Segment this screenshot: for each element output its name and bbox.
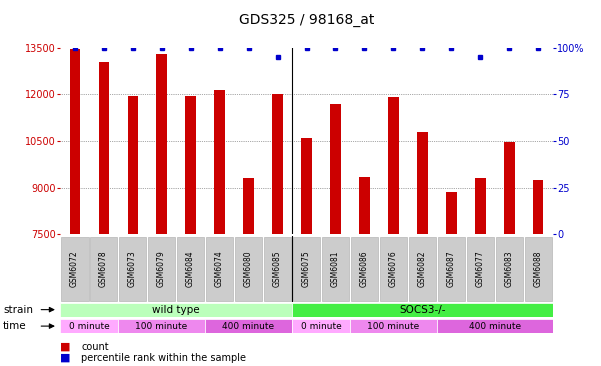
Text: count: count (81, 342, 109, 352)
Bar (118, 319, 205, 333)
FancyBboxPatch shape (264, 237, 291, 301)
Bar (156, 54, 166, 234)
Bar (60, 303, 292, 317)
Bar (533, 180, 543, 234)
Bar (302, 138, 311, 234)
FancyBboxPatch shape (438, 237, 465, 301)
Text: SOCS3-/-: SOCS3-/- (399, 305, 446, 315)
Bar (292, 303, 553, 317)
Text: ■: ■ (60, 342, 70, 352)
Bar (437, 319, 553, 333)
Text: GSM6085: GSM6085 (273, 251, 282, 287)
Bar (475, 178, 486, 234)
Text: GSM6083: GSM6083 (505, 251, 514, 287)
Text: GSM6087: GSM6087 (447, 251, 456, 287)
Text: GSM6075: GSM6075 (302, 251, 311, 287)
Text: 400 minute: 400 minute (469, 322, 521, 330)
FancyBboxPatch shape (322, 237, 349, 301)
FancyBboxPatch shape (495, 237, 523, 301)
Text: GSM6078: GSM6078 (99, 251, 108, 287)
FancyBboxPatch shape (525, 237, 552, 301)
Text: GSM6077: GSM6077 (476, 251, 485, 287)
Text: GSM6086: GSM6086 (360, 251, 369, 287)
FancyBboxPatch shape (118, 237, 147, 301)
FancyBboxPatch shape (177, 237, 204, 301)
Text: time: time (3, 321, 26, 331)
Text: ■: ■ (60, 353, 70, 363)
Bar (447, 192, 457, 234)
FancyBboxPatch shape (466, 237, 495, 301)
Bar (70, 49, 80, 234)
Bar (272, 94, 282, 234)
Bar (60, 319, 118, 333)
Text: 0 minute: 0 minute (69, 322, 109, 330)
Text: GSM6074: GSM6074 (215, 251, 224, 287)
Bar (388, 97, 398, 234)
Text: GSM6073: GSM6073 (128, 251, 137, 287)
Text: GSM6088: GSM6088 (534, 251, 543, 287)
Text: GSM6076: GSM6076 (389, 251, 398, 287)
FancyBboxPatch shape (90, 237, 118, 301)
FancyBboxPatch shape (380, 237, 407, 301)
Bar (350, 319, 437, 333)
Text: strain: strain (3, 305, 33, 315)
FancyBboxPatch shape (206, 237, 233, 301)
Text: GSM6079: GSM6079 (157, 251, 166, 287)
Bar (99, 61, 109, 234)
Bar (417, 132, 427, 234)
Text: GSM6081: GSM6081 (331, 251, 340, 287)
Text: GDS325 / 98168_at: GDS325 / 98168_at (239, 13, 374, 27)
Bar (243, 178, 254, 234)
FancyBboxPatch shape (61, 237, 88, 301)
Text: GSM6082: GSM6082 (418, 251, 427, 287)
Text: GSM6084: GSM6084 (186, 251, 195, 287)
Text: GSM6080: GSM6080 (244, 251, 253, 287)
Text: 400 minute: 400 minute (222, 322, 275, 330)
Text: percentile rank within the sample: percentile rank within the sample (81, 353, 246, 363)
Bar (331, 104, 341, 234)
Bar (504, 142, 514, 234)
FancyBboxPatch shape (350, 237, 379, 301)
Bar (292, 319, 350, 333)
Text: 0 minute: 0 minute (300, 322, 341, 330)
Text: 100 minute: 100 minute (367, 322, 419, 330)
Bar (215, 90, 225, 234)
FancyBboxPatch shape (293, 237, 320, 301)
Bar (186, 96, 196, 234)
Text: wild type: wild type (152, 305, 200, 315)
FancyBboxPatch shape (148, 237, 175, 301)
Text: GSM6072: GSM6072 (70, 251, 79, 287)
Bar (127, 96, 138, 234)
FancyBboxPatch shape (409, 237, 436, 301)
Bar (359, 177, 370, 234)
Text: 100 minute: 100 minute (135, 322, 188, 330)
Bar (205, 319, 292, 333)
FancyBboxPatch shape (234, 237, 263, 301)
